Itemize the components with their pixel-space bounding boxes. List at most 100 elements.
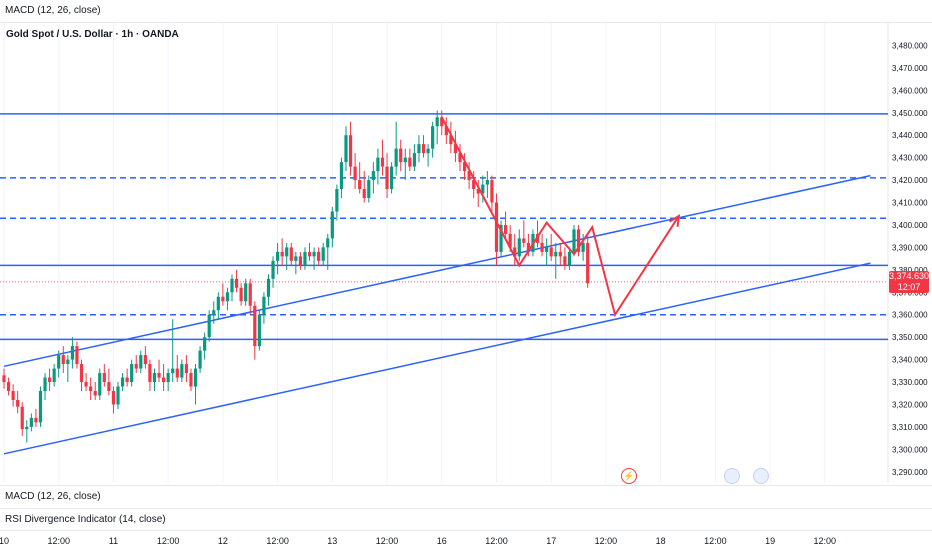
y-tick-label: 3,380.000 [892,266,928,275]
candle-body [75,346,79,365]
candle-body [125,377,129,383]
candle-body [134,364,138,369]
y-tick-label: 3,430.000 [892,154,928,163]
candle-body [266,278,271,297]
y-tick-label: 3,340.000 [892,356,928,365]
candle-body [399,148,403,163]
candle-body [221,296,225,302]
candle-body [148,364,152,383]
x-tick-label: 12:00 [47,536,70,546]
candle-body [476,189,480,194]
candle-body [403,157,407,163]
candle-body [66,359,70,365]
time-axis[interactable]: 10 12:00 11 12:00 12 12:00 13 12:00 16 12:00 17 12:… [0,530,932,551]
y-tick-label: 3,300.000 [892,445,928,454]
y-tick-label: 3,460.000 [892,86,928,95]
candle-body [526,242,530,252]
y-tick-label: 3,360.000 [892,311,928,320]
candle-body [294,256,298,261]
candle-body [462,162,467,172]
x-tick-label: 12:00 [595,536,618,546]
candle-body [353,166,357,181]
candle-body [120,377,125,387]
candle-body [522,238,526,243]
candle-body [203,337,207,351]
x-tick-label: 11 [109,536,118,546]
candle-body [458,153,462,163]
candle-body [93,391,97,396]
candle-body [517,238,521,257]
candle-body [554,251,558,257]
y-tick-label: 3,470.000 [892,64,928,73]
candle-body [162,377,166,383]
y-tick-label: 3,330.000 [892,378,928,387]
trend-line [3,262,871,455]
candle-body [412,153,416,167]
top-indicator-label[interactable]: MACD (12, 26, close) [5,5,101,16]
y-tick-label: 3,390.000 [892,243,928,252]
candle-body [335,189,339,212]
candle-body [248,283,252,306]
candle-body [189,373,193,387]
price-chart[interactable]: 3,290.000 3,300.000 3,310.000 3,320.000 3,33… [0,23,932,483]
candle-body [16,399,20,407]
candle-body [504,224,508,234]
x-tick-label: 18 [656,536,666,546]
candle-body [499,224,503,252]
candle-body [285,247,289,257]
candle-body [79,364,84,383]
candle-body [143,355,147,365]
x-tick-label: 19 [765,536,775,546]
event-bolt-icon[interactable]: ⚡ [621,468,637,484]
us-flag-event-icon[interactable] [724,468,740,484]
x-tick-label: 16 [437,536,447,546]
candle-body [348,135,353,167]
candle-body [180,364,184,378]
candle-body [472,180,476,190]
candle-body [449,135,453,145]
us-flag-event-icon-2[interactable] [753,468,769,484]
candle-body [48,377,52,383]
candle-body [307,251,312,257]
candle-body [280,251,284,257]
candle-body [34,417,38,423]
candle-body [157,373,161,378]
candle-body [312,251,316,257]
candle-body [330,211,334,239]
x-tick-label: 17 [546,536,556,546]
candle-body [376,157,380,172]
price-chart-svg[interactable]: 3,290.000 3,300.000 3,310.000 3,320.000 3,33… [0,23,932,483]
time-axis-svg: 10 12:00 11 12:00 12 12:00 13 12:00 16 12:00 17 12:… [0,536,836,546]
candle-body [216,296,220,311]
candle-body [11,391,15,400]
candle-body [303,251,307,266]
candle-body [98,373,102,396]
candle-body [6,382,11,391]
candle-body [43,377,47,391]
rsi-pane: RSI Divergence Indicator (14, close) [0,508,932,531]
candle-body [494,202,499,252]
macd-label[interactable]: MACD (12, 26, close) [5,491,101,502]
y-tick-label: 3,400.000 [892,221,928,230]
candle-body [435,117,439,127]
rsi-label[interactable]: RSI Divergence Indicator (14, close) [5,514,166,525]
y-tick-label: 3,290.000 [892,468,928,477]
candle-body [508,233,512,248]
y-tick-label: 3,310.000 [892,423,928,432]
candle-body [467,171,471,181]
candle-body [371,171,375,181]
candle-body [362,189,366,199]
candle-body [380,157,385,167]
candle-body [230,278,234,293]
candle-body [513,247,517,257]
candle-body [549,247,553,257]
candle-body [481,184,485,194]
candle-body [576,229,581,252]
candle-body [70,346,74,360]
candle-body [421,144,426,154]
x-tick-label: 12:00 [266,536,289,546]
candle-body [326,238,330,248]
candle-body [298,256,302,266]
candle-body [234,278,239,288]
last-price-value: 3,374.630 [889,271,930,281]
